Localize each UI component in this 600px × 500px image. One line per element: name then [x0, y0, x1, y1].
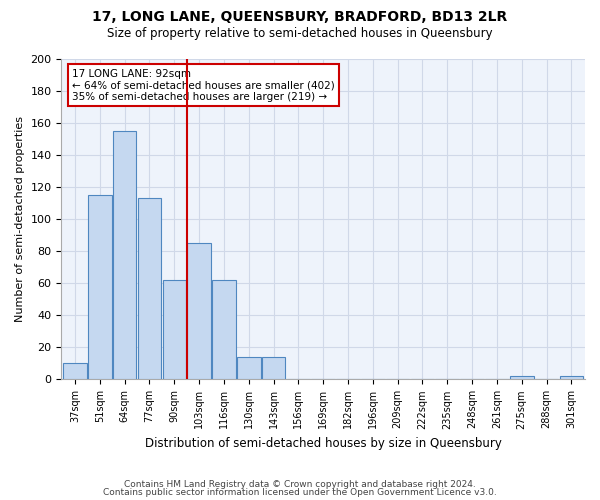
Bar: [187, 244, 211, 380]
Bar: [237, 357, 260, 380]
Bar: [113, 131, 136, 380]
Bar: [63, 364, 87, 380]
Bar: [212, 280, 236, 380]
Bar: [510, 376, 533, 380]
Text: Contains HM Land Registry data © Crown copyright and database right 2024.: Contains HM Land Registry data © Crown c…: [124, 480, 476, 489]
Bar: [560, 376, 583, 380]
Bar: [88, 195, 112, 380]
Bar: [262, 357, 286, 380]
Y-axis label: Number of semi-detached properties: Number of semi-detached properties: [15, 116, 25, 322]
Bar: [138, 198, 161, 380]
Text: 17, LONG LANE, QUEENSBURY, BRADFORD, BD13 2LR: 17, LONG LANE, QUEENSBURY, BRADFORD, BD1…: [92, 10, 508, 24]
Bar: [163, 280, 186, 380]
Text: Size of property relative to semi-detached houses in Queensbury: Size of property relative to semi-detach…: [107, 28, 493, 40]
Text: Contains public sector information licensed under the Open Government Licence v3: Contains public sector information licen…: [103, 488, 497, 497]
Text: 17 LONG LANE: 92sqm
← 64% of semi-detached houses are smaller (402)
35% of semi-: 17 LONG LANE: 92sqm ← 64% of semi-detach…: [72, 68, 335, 102]
X-axis label: Distribution of semi-detached houses by size in Queensbury: Distribution of semi-detached houses by …: [145, 437, 502, 450]
